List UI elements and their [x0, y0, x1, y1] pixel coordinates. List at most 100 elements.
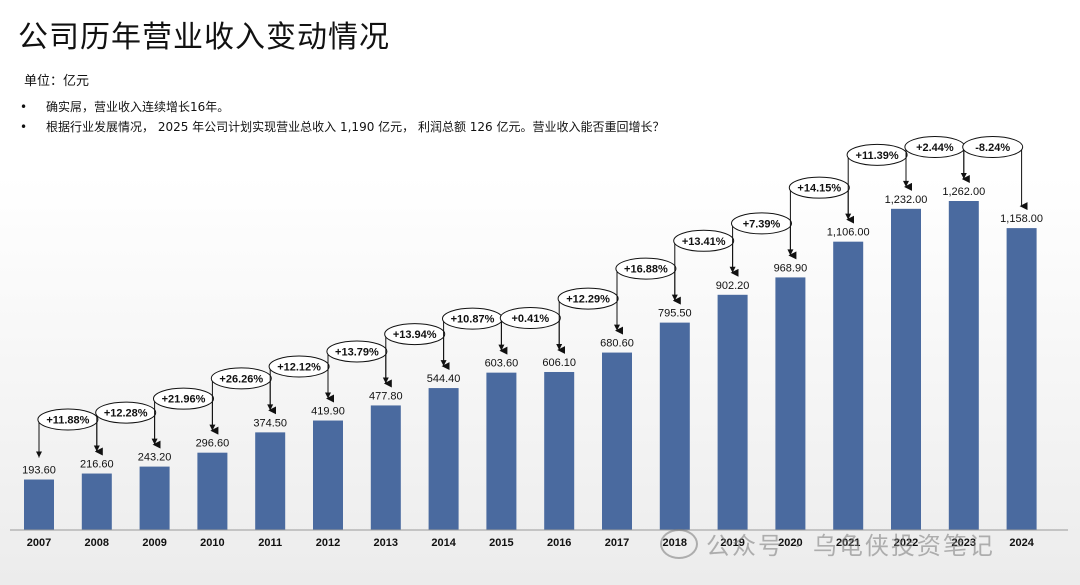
bars-group: 193.60 2007 216.60 2008 243.20 2009 296.60 2010… [22, 186, 1043, 549]
growth-ellipse [153, 387, 214, 410]
growth-ellipse [499, 306, 561, 329]
growth-start-arrow [498, 344, 505, 351]
value-label-2011: 374.50 [253, 417, 287, 429]
bullet-text: 确实屌，营业收入连续增长16年。 [46, 100, 230, 114]
value-label-2012: 419.90 [311, 406, 345, 418]
growth-annotation: +12.12% [267, 355, 334, 411]
growth-label: +13.94% [393, 329, 437, 341]
growth-annotation: +14.15% [787, 176, 855, 256]
bullet-marker: • [20, 100, 28, 114]
tick-label-2007: 2007 [27, 537, 51, 549]
bullet-list: • 确实屌，营业收入连续增长16年。 • 根据行业发展情况， 2025 年公司计划实… [20, 98, 665, 138]
growth-ellipse [37, 408, 99, 431]
value-label-2008: 216.60 [80, 459, 114, 471]
growth-ellipse [384, 323, 446, 346]
value-label-2017: 680.60 [600, 338, 634, 350]
value-label-2022: 1,232.00 [885, 194, 928, 206]
bar-2022 [891, 208, 921, 530]
bullet-marker: • [20, 120, 28, 134]
bar-2012 [313, 420, 343, 530]
value-label-2007: 193.60 [22, 465, 56, 477]
page-title: 公司历年营业收入变动情况 [18, 20, 390, 55]
value-label-2016: 606.10 [542, 357, 576, 369]
growth-ellipse [557, 287, 619, 310]
growth-start-arrow [151, 438, 158, 445]
growth-label: +12.12% [277, 362, 321, 374]
growth-ellipse [615, 257, 677, 280]
growth-annotation: +10.87% [440, 307, 508, 367]
growth-ellipse [846, 143, 908, 166]
value-label-2010: 296.60 [196, 438, 230, 450]
value-label-2015: 603.60 [485, 358, 519, 370]
growth-annotation: +16.88% [614, 257, 681, 331]
growth-ellipse [210, 367, 272, 390]
growth-label: +11.88% [46, 415, 89, 427]
growth-ellipse [731, 212, 792, 235]
growth-start-arrow [729, 266, 736, 273]
value-label-2021: 1,106.00 [827, 227, 870, 239]
growth-label: +13.41% [682, 236, 726, 248]
bar-2019 [717, 294, 748, 530]
growth-start-arrow [903, 180, 909, 187]
growth-start-arrow [787, 249, 794, 256]
growth-annotation: +2.44% [903, 136, 970, 187]
bar-2010 [197, 452, 228, 530]
tick-label-2019: 2019 [720, 537, 744, 549]
growth-start-arrow [614, 324, 620, 331]
growth-start-arrow [671, 294, 678, 301]
tick-label-2023: 2023 [952, 537, 976, 549]
growth-label: +16.88% [624, 264, 668, 276]
growth-label: +12.29% [566, 294, 610, 306]
tick-label-2022: 2022 [894, 537, 918, 549]
value-label-2014: 544.40 [427, 373, 461, 385]
value-label-2020: 968.90 [774, 262, 808, 274]
bar-2023 [948, 201, 979, 530]
tick-label-2024: 2024 [1009, 537, 1034, 549]
growth-label: +12.28% [104, 408, 148, 420]
growth-start-arrow [36, 451, 42, 458]
growth-ellipse [673, 229, 735, 252]
growth-label: +21.96% [162, 394, 206, 406]
watermark: 公众号 · 乌龟侠投资笔记 [660, 526, 995, 561]
value-label-2019: 902.20 [716, 280, 750, 292]
growth-label: +13.79% [335, 346, 379, 358]
value-label-2018: 795.50 [658, 308, 692, 320]
growth-ellipse [95, 401, 157, 424]
growth-label: +11.39% [856, 150, 899, 162]
growth-ellipse [962, 136, 1024, 158]
growth-label: +10.87% [451, 314, 495, 326]
growth-annotation: +11.39% [845, 143, 912, 220]
tick-label-2017: 2017 [605, 537, 629, 549]
bar-2018 [659, 322, 690, 530]
value-label-2013: 477.80 [369, 390, 403, 402]
bullet-item: • 确实屌，营业收入连续增长16年。 [20, 98, 665, 115]
growth-start-arrow [960, 173, 967, 179]
growth-ellipse [788, 176, 850, 199]
growth-annotations-group: +11.88% +12.28% +21.96% +26.26% +12.12% +13.7… [36, 136, 1028, 458]
tick-label-2010: 2010 [200, 537, 224, 549]
wechat-icon [660, 528, 698, 559]
tick-label-2014: 2014 [431, 537, 456, 549]
growth-annotation: -8.24% [960, 136, 1028, 211]
value-label-2024: 1,158.00 [1000, 213, 1043, 225]
growth-annotation: +13.94% [382, 323, 450, 384]
tick-label-2020: 2020 [778, 537, 802, 549]
bar-2024 [1006, 228, 1037, 530]
tick-label-2009: 2009 [142, 537, 166, 549]
growth-ellipse [326, 340, 388, 363]
bar-2013 [370, 405, 401, 530]
growth-label: +26.26% [219, 373, 263, 385]
growth-label: -8.24% [975, 142, 1010, 154]
value-label-2023: 1,262.00 [942, 186, 985, 198]
growth-start-arrow [440, 360, 447, 367]
bar-2007 [24, 479, 54, 530]
growth-start-arrow [845, 213, 852, 220]
tick-label-2015: 2015 [489, 537, 513, 549]
bullet-item: • 根据行业发展情况， 2025 年公司计划实现营业总收入 1,190 亿元， 利… [20, 118, 665, 135]
tick-label-2012: 2012 [316, 537, 340, 549]
growth-label: +2.44% [916, 142, 954, 154]
growth-start-arrow [93, 445, 100, 452]
growth-label: +0.41% [511, 313, 549, 325]
bar-2016 [544, 371, 575, 530]
